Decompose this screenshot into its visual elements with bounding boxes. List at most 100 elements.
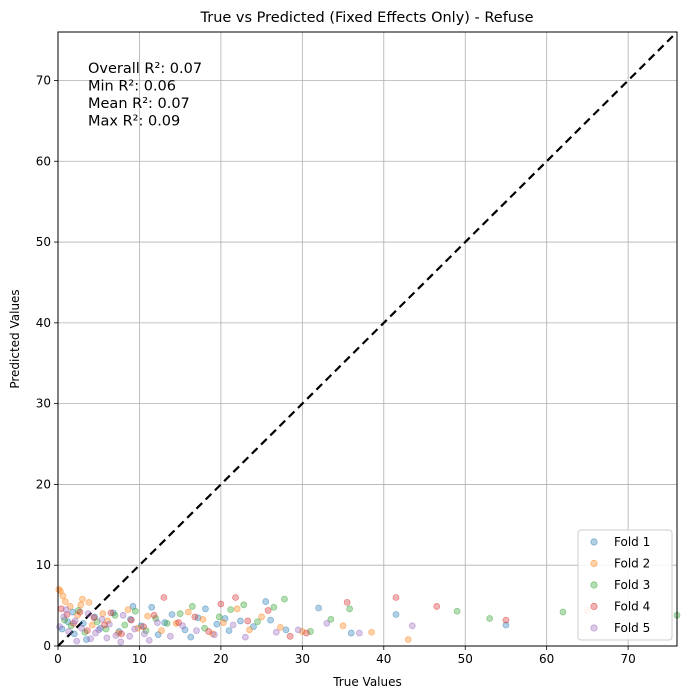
data-point [502, 616, 510, 624]
data-point [187, 633, 195, 641]
data-point [71, 617, 79, 625]
data-point [339, 622, 347, 630]
y-tick-label: 10 [36, 558, 51, 572]
legend: Fold 1 Fold 2 Fold 3 Fold 4 Fold 5 [577, 529, 673, 641]
data-point [294, 626, 302, 634]
data-point [85, 598, 93, 606]
y-tick-label: 40 [36, 316, 51, 330]
data-point [109, 609, 117, 617]
legend-marker [590, 624, 598, 632]
data-point [55, 586, 63, 593]
data-point [140, 623, 147, 631]
data-point [193, 627, 200, 635]
data-point [69, 608, 77, 616]
data-point [124, 606, 132, 614]
data-points [55, 586, 681, 646]
data-point [57, 587, 64, 595]
data-point [347, 629, 355, 637]
legend-label: Fold 4 [614, 600, 650, 614]
series-fold-3 [61, 595, 681, 636]
data-point [205, 628, 213, 635]
r2-annotation: Min R²: 0.06 [88, 79, 176, 95]
data-point [76, 608, 84, 616]
data-point [74, 607, 82, 614]
data-point [209, 630, 217, 638]
data-point [121, 621, 129, 629]
data-point [168, 611, 176, 618]
data-point [227, 606, 235, 614]
data-point [90, 614, 98, 622]
data-point [111, 611, 119, 619]
x-axis-label: True Values [332, 675, 402, 689]
data-point [158, 627, 165, 635]
data-point [70, 630, 78, 638]
data-point [175, 619, 182, 626]
data-point [107, 609, 115, 617]
data-point [152, 615, 160, 622]
data-point [99, 610, 107, 618]
data-point [144, 612, 151, 620]
data-point [298, 628, 306, 635]
data-point [119, 611, 127, 619]
data-point [502, 621, 510, 629]
data-point [392, 594, 400, 601]
data-point [225, 627, 233, 635]
data-point [246, 626, 253, 634]
data-point [213, 620, 221, 628]
data-point [250, 623, 257, 631]
data-point [102, 625, 110, 633]
data-point [453, 607, 461, 615]
data-point [346, 605, 353, 613]
data-point [153, 619, 161, 626]
data-point [327, 615, 335, 623]
data-point [201, 624, 209, 632]
data-point [323, 619, 331, 627]
data-point [272, 628, 280, 636]
data-point [160, 594, 168, 601]
data-point [281, 595, 288, 603]
data-point [66, 603, 74, 610]
data-point [137, 622, 145, 630]
data-point [368, 628, 375, 636]
data-point [59, 592, 67, 600]
data-point [145, 636, 153, 644]
data-point [140, 630, 148, 638]
data-point [65, 628, 72, 635]
data-point [232, 594, 239, 601]
series-fold-2 [55, 586, 591, 643]
data-point [179, 622, 187, 630]
series-fold-1 [58, 598, 510, 643]
reference-line-layer [57, 31, 678, 647]
data-point [95, 626, 103, 634]
data-point [215, 613, 223, 621]
data-point [105, 620, 113, 628]
data-point [127, 616, 135, 624]
data-point [83, 627, 91, 635]
data-point [96, 624, 104, 632]
x-tick-label: 50 [458, 652, 473, 666]
data-point [258, 613, 266, 621]
data-point [129, 603, 137, 610]
data-point [98, 615, 106, 623]
data-point [91, 613, 99, 621]
x-tick-label: 70 [620, 652, 635, 666]
data-point [142, 627, 150, 635]
x-tick-label: 20 [213, 652, 228, 666]
data-point [150, 611, 158, 619]
data-point [307, 628, 314, 635]
data-point [433, 603, 441, 610]
data-point [172, 619, 180, 627]
data-point [163, 619, 171, 627]
y-tick-label: 60 [36, 154, 51, 168]
data-point [404, 636, 412, 643]
data-point [104, 617, 112, 625]
data-point [88, 621, 96, 629]
legend-marker [590, 581, 598, 589]
data-point [154, 631, 162, 639]
data-point [79, 619, 87, 627]
data-point [176, 610, 184, 618]
x-tick-label: 0 [54, 652, 62, 666]
data-point [315, 604, 323, 612]
